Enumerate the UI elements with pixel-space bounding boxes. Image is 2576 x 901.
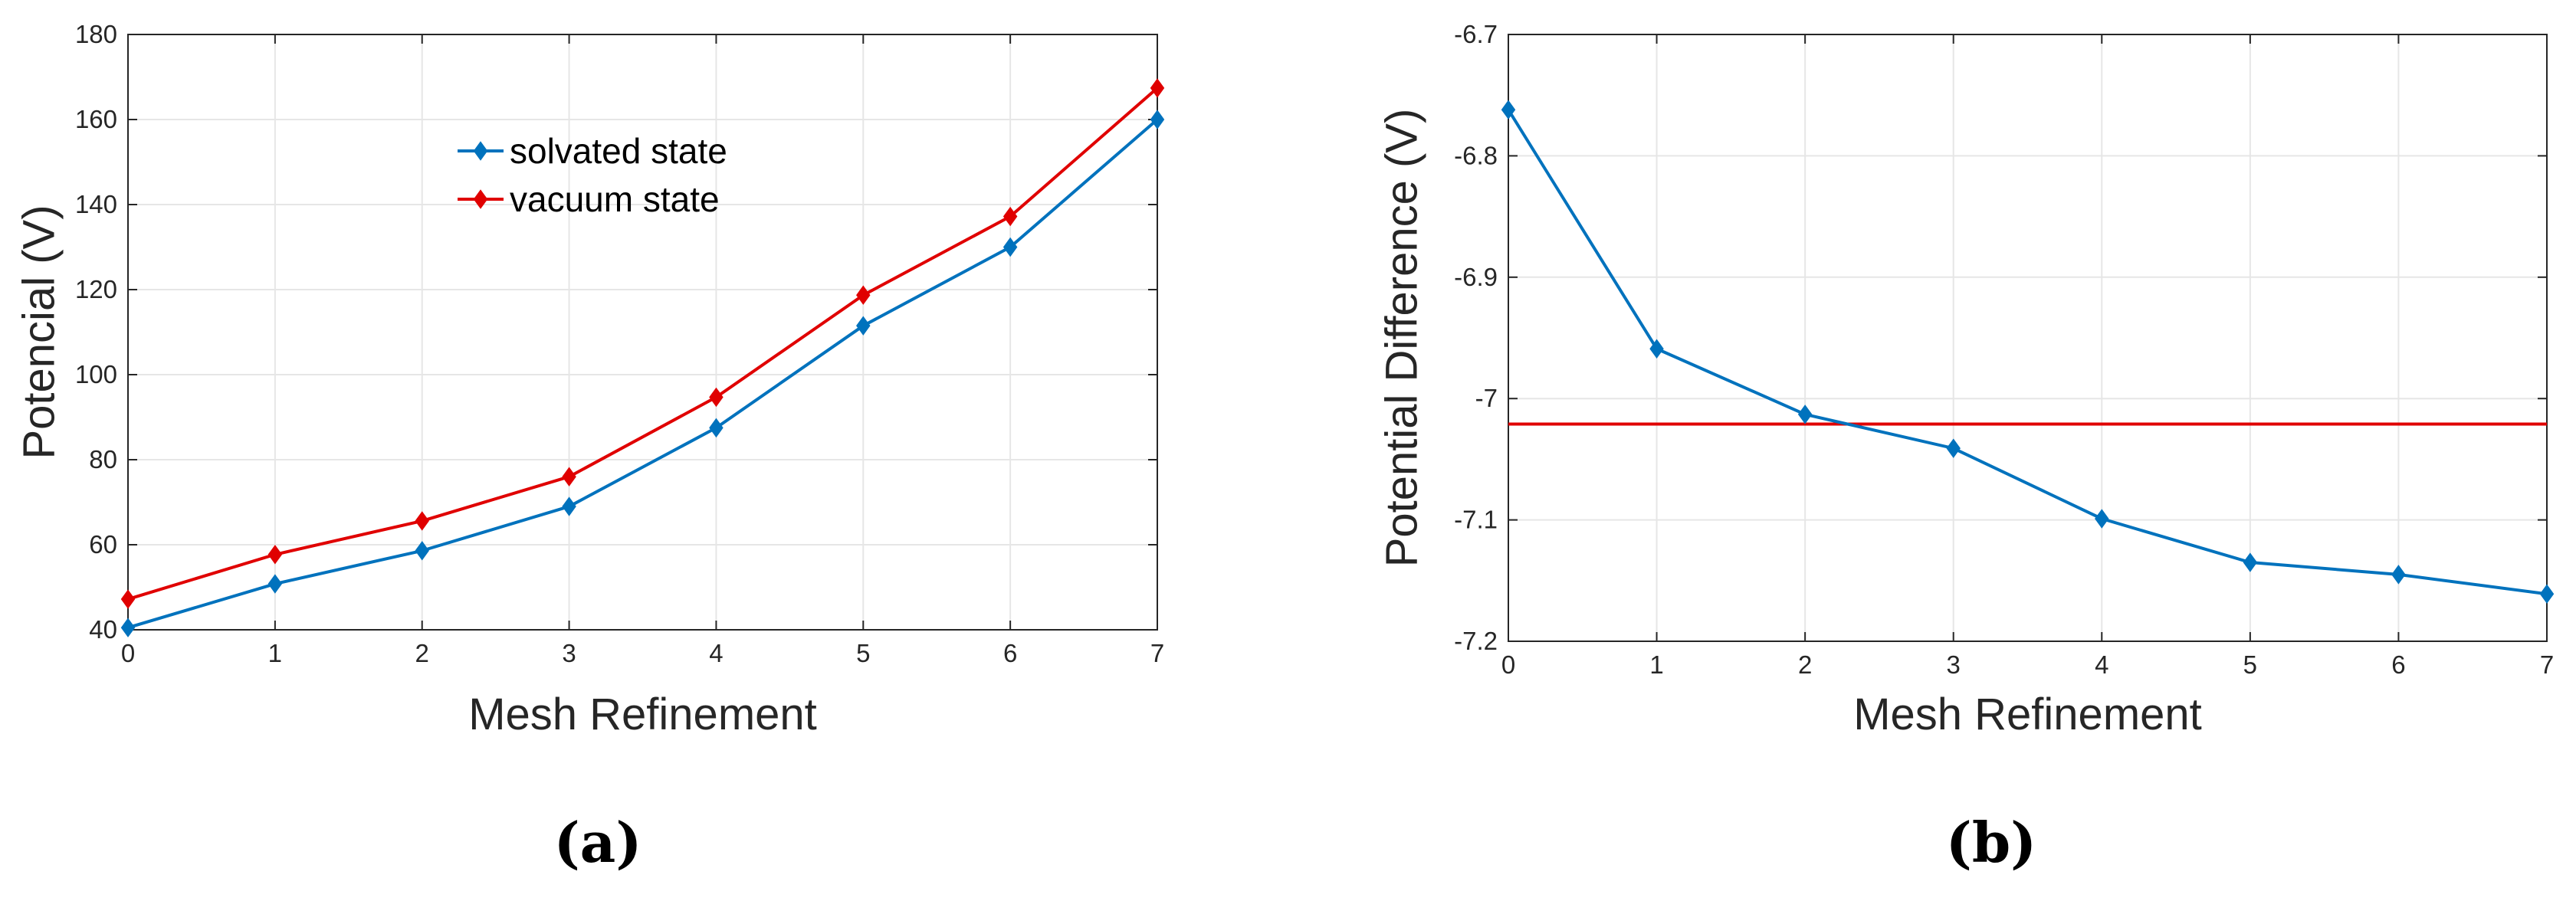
x-tick-label: 5 — [856, 639, 870, 667]
data-point — [1003, 237, 1018, 257]
y-tick-label: 160 — [75, 105, 117, 133]
x-tick-label: 4 — [709, 639, 723, 667]
y-tick-label: -7.1 — [1454, 506, 1498, 534]
data-point — [120, 589, 136, 609]
subfigure-caption: (b) — [1946, 810, 2036, 875]
data-point — [856, 285, 871, 305]
x-tick-label: 3 — [1947, 650, 1961, 679]
data-point — [709, 387, 724, 408]
data-point — [267, 574, 283, 594]
data-point — [2095, 509, 2109, 529]
x-tick-label: 0 — [121, 639, 135, 667]
y-tick-label: 80 — [89, 445, 117, 473]
y-tick-label: 100 — [75, 360, 117, 388]
plot-area-frame — [1508, 34, 2548, 642]
legend-marker — [473, 141, 488, 161]
x-tick-label: 6 — [2391, 650, 2405, 679]
data-point — [120, 618, 136, 637]
data-point — [267, 545, 283, 565]
data-point — [415, 511, 429, 531]
x-tick-label: 7 — [1150, 639, 1164, 667]
data-point — [1150, 110, 1165, 129]
chart-b: 0 1 2 3 4 5 6 7 -7.2 -7.1 -7 -6.9 -6.8 -6.7 Mesh Refin… — [1377, 20, 2555, 875]
x-tick-label: 7 — [2540, 650, 2554, 679]
x-axis-label: Mesh Refinement — [1853, 690, 2202, 739]
data-point — [1501, 100, 1516, 120]
y-tick-label: -6.8 — [1454, 141, 1498, 169]
x-axis-label: Mesh Refinement — [468, 690, 817, 739]
y-tick-label: -6.9 — [1454, 263, 1498, 291]
x-tick-label: 2 — [1798, 650, 1812, 679]
data-point — [2391, 565, 2406, 585]
chart-a: 0 1 2 3 4 5 6 7 40 60 80 100 120 140 160 180 Mesh Refine… — [14, 20, 1165, 875]
data-point — [562, 467, 576, 487]
legend-marker — [473, 189, 488, 209]
y-axis-label: Potencial (V) — [14, 205, 64, 459]
data-point — [856, 316, 871, 336]
y-tick-label: 120 — [75, 275, 117, 303]
data-point — [1946, 438, 1961, 458]
y-tick-label: -7 — [1475, 384, 1498, 412]
data-point — [1150, 78, 1165, 98]
subfigure-caption: (a) — [554, 810, 642, 875]
data-point — [1003, 206, 1018, 227]
series-line — [127, 118, 1159, 630]
x-tick-label: 3 — [562, 639, 576, 667]
data-point — [562, 496, 576, 516]
y-axis-label: Potential Difference (V) — [1377, 109, 1426, 568]
y-tick-label: -7.2 — [1454, 627, 1498, 655]
x-tick-label: 6 — [1003, 639, 1017, 667]
x-tick-label: 0 — [1501, 650, 1515, 679]
plot-area-frame — [127, 34, 1158, 631]
y-tick-label: 140 — [75, 190, 117, 218]
data-point — [709, 418, 724, 438]
series-line — [127, 87, 1159, 601]
data-point — [2539, 584, 2555, 604]
x-tick-label: 1 — [1649, 650, 1663, 679]
data-point — [1649, 339, 1664, 359]
data-point — [2243, 552, 2258, 572]
y-tick-label: 60 — [89, 530, 117, 559]
x-tick-label: 2 — [415, 639, 429, 667]
series-line — [1507, 109, 2548, 596]
legend-label: solvated state — [510, 131, 727, 171]
data-point — [415, 541, 429, 561]
y-tick-label: -6.7 — [1454, 20, 1498, 48]
y-tick-label: 180 — [75, 20, 117, 48]
legend-label: vacuum state — [510, 179, 720, 219]
x-tick-label: 5 — [2243, 650, 2257, 679]
data-point — [1797, 405, 1813, 424]
x-tick-label: 1 — [268, 639, 282, 667]
y-tick-label: 40 — [89, 615, 117, 644]
x-tick-label: 4 — [2095, 650, 2108, 679]
